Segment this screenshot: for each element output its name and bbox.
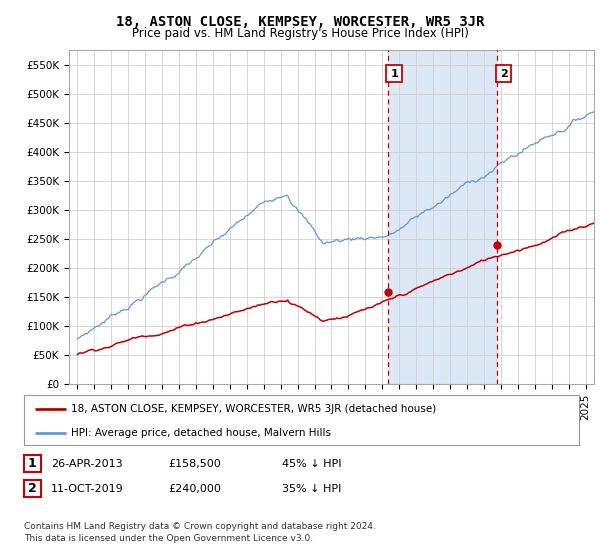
Text: 1: 1 [28,457,37,470]
Text: 18, ASTON CLOSE, KEMPSEY, WORCESTER, WR5 3JR: 18, ASTON CLOSE, KEMPSEY, WORCESTER, WR5… [116,15,484,29]
Text: 45% ↓ HPI: 45% ↓ HPI [282,459,341,469]
Text: 11-OCT-2019: 11-OCT-2019 [51,484,124,494]
Bar [388,50,497,384]
Text: 1: 1 [390,68,398,78]
Text: 18, ASTON CLOSE, KEMPSEY, WORCESTER, WR5 3JR (detached house): 18, ASTON CLOSE, KEMPSEY, WORCESTER, WR5… [71,404,436,414]
Text: 35% ↓ HPI: 35% ↓ HPI [282,484,341,494]
Text: 2: 2 [28,482,37,496]
Text: 26-APR-2013: 26-APR-2013 [51,459,122,469]
Text: Price paid vs. HM Land Registry's House Price Index (HPI): Price paid vs. HM Land Registry's House … [131,27,469,40]
Text: Contains HM Land Registry data © Crown copyright and database right 2024.
This d: Contains HM Land Registry data © Crown c… [24,522,376,543]
Text: £158,500: £158,500 [168,459,221,469]
Text: HPI: Average price, detached house, Malvern Hills: HPI: Average price, detached house, Malv… [71,428,331,437]
Text: 2: 2 [500,68,508,78]
Text: £240,000: £240,000 [168,484,221,494]
